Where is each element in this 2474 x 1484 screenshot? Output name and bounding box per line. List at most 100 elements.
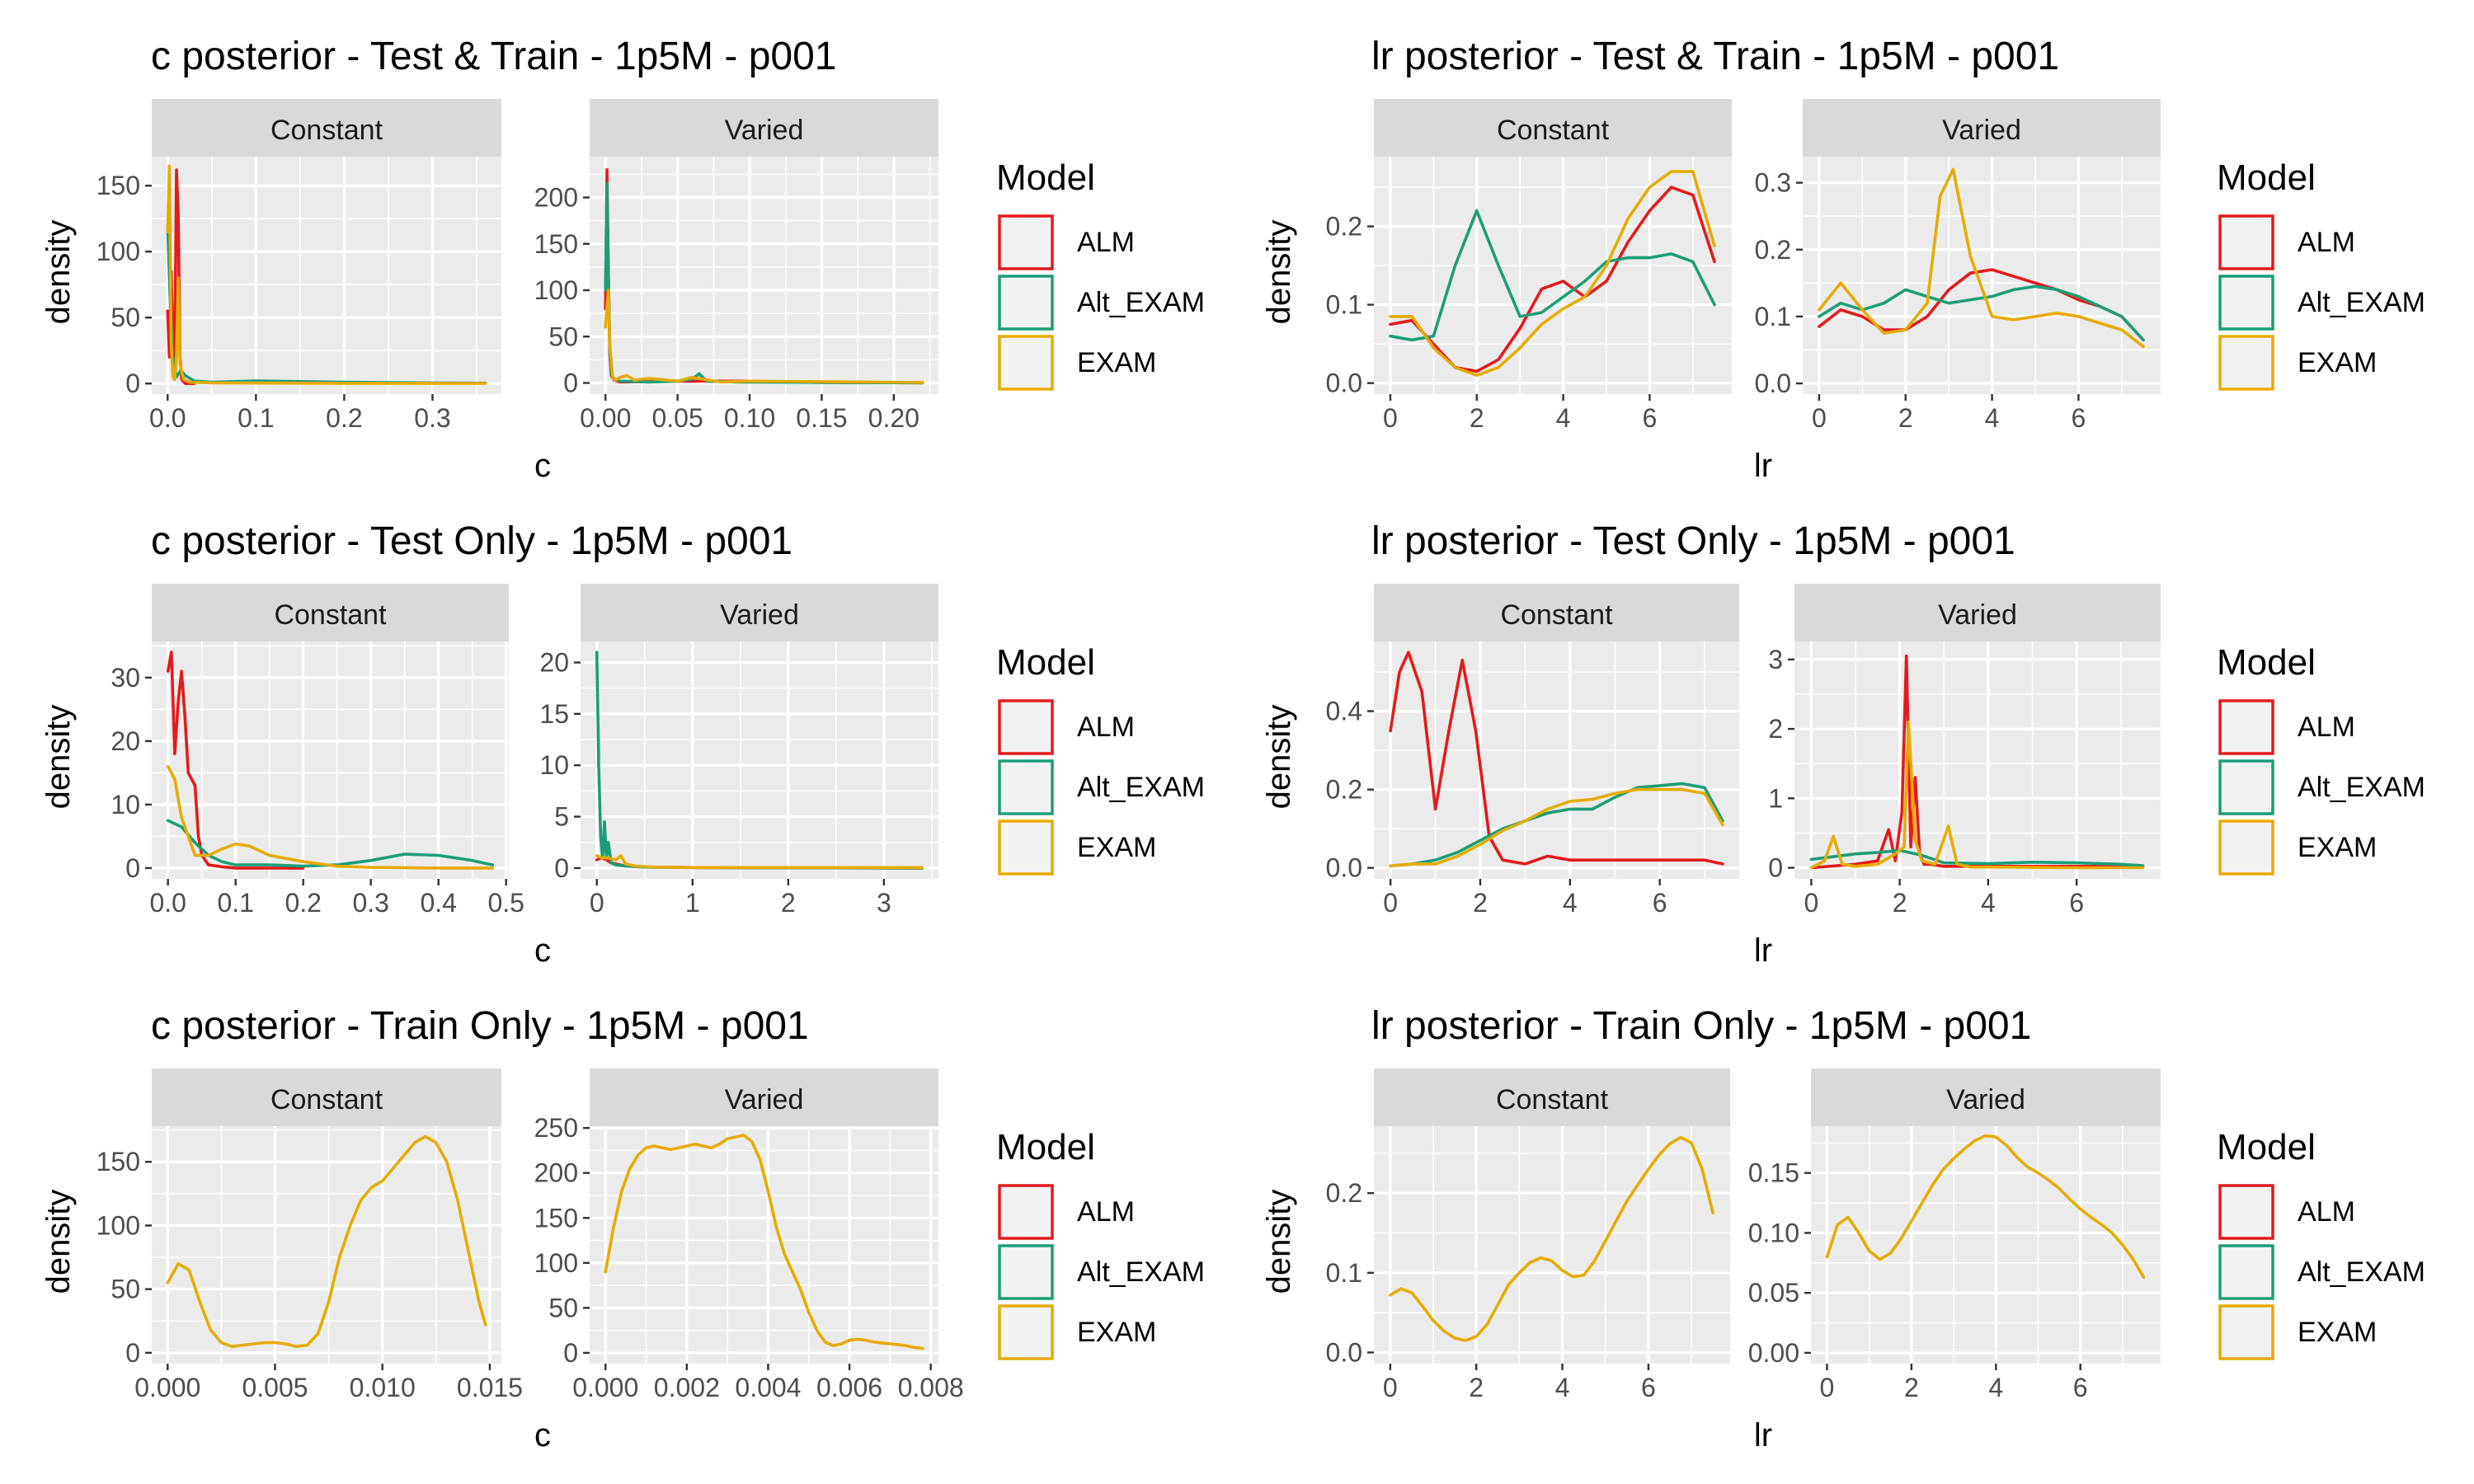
legend-key xyxy=(998,1244,1054,1300)
y-tick-label: 50 xyxy=(111,1275,140,1304)
y-tick-label: 0.3 xyxy=(1755,168,1791,198)
x-tick-label: 4 xyxy=(1556,403,1571,433)
legend-key xyxy=(2218,275,2274,331)
legend-key xyxy=(2218,759,2274,815)
series-group xyxy=(1809,654,2145,870)
x-tick-label: 2 xyxy=(1470,403,1484,433)
x-axis-label: lr xyxy=(1754,932,1772,969)
chart-title: lr posterior - Test & Train - 1p5M - p00… xyxy=(1371,35,2059,78)
facet-panel: Constant 0 2 4 6 0.0 0.2 0.4 xyxy=(1326,584,1739,918)
legend-label: ALM xyxy=(2298,711,2355,743)
facet-panel: Constant 0 2 4 6 0.0 0.1 0.2 xyxy=(1326,99,1732,433)
y-tick-label: 0.1 xyxy=(1326,290,1362,320)
x-tick-label: 0.2 xyxy=(326,403,362,433)
facet-panel: Varied 0 2 4 6 0.00 0.05 0.10 0.15 xyxy=(1748,1068,2161,1402)
density-line-exam xyxy=(1825,1134,2146,1280)
x-tick-label: 2 xyxy=(1904,1373,1919,1402)
x-tick-label: 2 xyxy=(1473,888,1488,918)
y-axis-label: density xyxy=(1261,220,1297,325)
legend: Model ALM Alt_EXAM EXAM xyxy=(2217,157,2425,391)
facet-strip-label: Varied xyxy=(720,599,799,631)
legend-key xyxy=(2218,1304,2274,1360)
legend-label: Alt_EXAM xyxy=(2298,287,2425,318)
x-tick-label: 1 xyxy=(685,888,700,918)
density-line-exam xyxy=(1389,787,1724,868)
y-tick-label: 3 xyxy=(1768,645,1783,674)
legend-label: Alt_EXAM xyxy=(1077,287,1205,318)
x-tick-label: 0.15 xyxy=(796,403,847,433)
chart-2: c posterior - Test Only - 1p5M - p001 den… xyxy=(40,519,1205,969)
series-group xyxy=(1389,1135,1714,1342)
y-tick-label: 0.05 xyxy=(1748,1278,1799,1308)
x-tick-label: 0.2 xyxy=(285,888,321,918)
legend-key xyxy=(998,1184,1054,1240)
panel-background xyxy=(1794,641,2161,879)
y-tick-label: 0.0 xyxy=(1326,1337,1362,1367)
y-tick-label: 0.2 xyxy=(1326,212,1362,242)
y-tick-label: 1 xyxy=(1768,783,1783,813)
legend-key xyxy=(998,699,1054,755)
facet-strip xyxy=(1803,99,2161,157)
x-tick-label: 0.1 xyxy=(217,888,253,918)
x-tick-label: 2 xyxy=(1898,403,1913,433)
facet-panel: Varied 0.00 0.05 0.10 0.15 0.20 0 50 100 150 200 xyxy=(534,99,938,433)
y-tick-label: 0.15 xyxy=(1748,1158,1799,1188)
y-tick-label: 30 xyxy=(111,663,140,693)
legend-label: Alt_EXAM xyxy=(2298,772,2425,803)
facet-strip-label: Varied xyxy=(1942,115,2021,146)
y-tick-label: 5 xyxy=(554,802,569,832)
x-tick-label: 0.1 xyxy=(238,403,274,433)
facet-strip xyxy=(1794,584,2161,641)
y-tick-label: 15 xyxy=(539,699,569,729)
y-tick-label: 150 xyxy=(534,229,578,259)
legend-key xyxy=(998,759,1054,815)
y-tick-label: 200 xyxy=(534,183,578,213)
y-tick-label: 0 xyxy=(125,1338,140,1368)
facet-strip xyxy=(590,99,938,157)
legend-title: Model xyxy=(996,642,1095,683)
facet-strip xyxy=(1374,584,1739,641)
legend-label: ALM xyxy=(1077,1196,1135,1228)
legend-title: Model xyxy=(2217,1127,2316,1167)
legend-label: ALM xyxy=(1077,227,1135,258)
density-line-exam xyxy=(1389,170,1716,377)
y-tick-label: 50 xyxy=(548,322,578,351)
panel-background xyxy=(581,641,938,879)
facet-strip xyxy=(152,99,501,157)
facet-strip-label: Constant xyxy=(270,115,383,146)
x-tick-label: 6 xyxy=(1643,403,1658,433)
y-tick-label: 20 xyxy=(539,648,569,678)
legend-label: ALM xyxy=(2298,1196,2355,1228)
density-line-alt-exam xyxy=(1389,209,1716,342)
legend: Model ALM Alt_EXAM EXAM xyxy=(996,157,1205,391)
y-tick-label: 0.0 xyxy=(1326,369,1362,398)
y-tick-label: 0.00 xyxy=(1748,1338,1799,1368)
x-tick-label: 0 xyxy=(1383,403,1398,433)
facet-strip xyxy=(152,584,509,641)
density-line-alt-exam xyxy=(1389,782,1724,868)
x-tick-label: 4 xyxy=(1563,888,1578,918)
x-axis-label: lr xyxy=(1754,448,1772,484)
x-tick-label: 0.3 xyxy=(352,888,388,918)
chart-5: lr posterior - Train Only - 1p5M - p001 d… xyxy=(1261,1004,2425,1453)
x-tick-label: 0.0 xyxy=(149,888,186,918)
x-tick-label: 0.000 xyxy=(134,1373,200,1402)
legend-key xyxy=(2218,1244,2274,1300)
legend-label: ALM xyxy=(2298,227,2355,258)
series-group xyxy=(1818,167,2145,349)
legend-title: Model xyxy=(2217,642,2316,683)
facet-panel: Constant 0.0 0.1 0.2 0.3 0 50 100 150 xyxy=(96,99,501,433)
y-tick-label: 0 xyxy=(554,853,569,883)
facet-panel: Constant 0.000 0.005 0.010 0.015 0 50 100 150 xyxy=(96,1068,523,1402)
y-tick-label: 0.2 xyxy=(1326,775,1362,805)
x-tick-label: 0 xyxy=(1383,1373,1398,1402)
x-tick-label: 0.005 xyxy=(242,1373,308,1402)
series-group xyxy=(595,650,924,870)
density-line-exam xyxy=(604,289,924,384)
panel-background xyxy=(590,1126,938,1364)
legend-key xyxy=(2218,335,2274,391)
facet-panel: Varied 0.000 0.002 0.004 0.006 0.008 0 50 100 150… xyxy=(534,1068,964,1402)
chart-1: lr posterior - Test & Train - 1p5M - p00… xyxy=(1261,35,2425,484)
y-tick-label: 0.0 xyxy=(1326,853,1362,883)
facet-strip-label: Constant xyxy=(1497,115,1610,146)
